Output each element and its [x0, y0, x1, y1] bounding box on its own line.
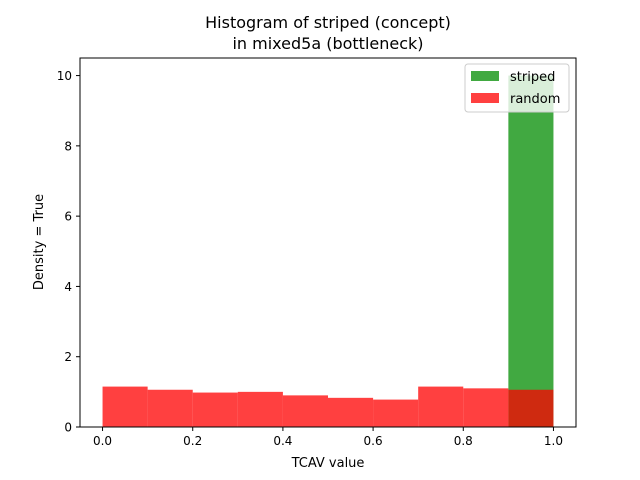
bar-random-1: [147, 389, 193, 427]
bar-random-8: [463, 388, 509, 427]
bar-random-9: [508, 389, 554, 427]
bars-layer: [102, 75, 554, 428]
x-tick-label: 0.0: [93, 434, 112, 448]
x-axis-label: TCAV value: [291, 456, 365, 471]
x-tick-label: 0.2: [183, 434, 202, 448]
y-tick-label: 0: [64, 421, 72, 435]
x-tick-label: 1.0: [544, 434, 563, 448]
bar-random-7: [418, 386, 464, 427]
x-tick-label: 0.4: [273, 434, 292, 448]
bar-random-3: [237, 391, 283, 427]
legend-swatch-random: [471, 93, 499, 103]
ticks-layer: 0.0 0.2 0.4 0.6 0.8 1.0 0 2 4 6 8 10: [57, 69, 563, 448]
bar-random-0: [102, 386, 148, 427]
bar-random-4: [282, 395, 328, 427]
legend-swatch-striped: [471, 71, 499, 81]
bar-random-6: [373, 399, 419, 427]
bar-random-2: [192, 392, 238, 427]
bar-random-5: [328, 397, 374, 427]
y-tick-label: 6: [64, 210, 72, 224]
plot-frame: [79, 57, 577, 428]
x-tick-label: 0.6: [364, 434, 383, 448]
bar-striped-9: [508, 75, 554, 428]
chart-title-line2: in mixed5a (bottleneck): [232, 34, 423, 53]
y-axis-label: Density = True: [32, 194, 47, 290]
y-tick-label: 10: [57, 69, 72, 83]
y-tick-label: 4: [64, 280, 72, 294]
y-tick-label: 2: [64, 350, 72, 364]
legend-label-striped: striped: [510, 70, 555, 85]
chart-title-line1: Histogram of striped (concept): [205, 13, 451, 32]
x-tick-label: 0.8: [454, 434, 473, 448]
legend: striped random: [464, 63, 570, 113]
y-tick-label: 8: [64, 139, 72, 153]
legend-label-random: random: [510, 92, 560, 107]
